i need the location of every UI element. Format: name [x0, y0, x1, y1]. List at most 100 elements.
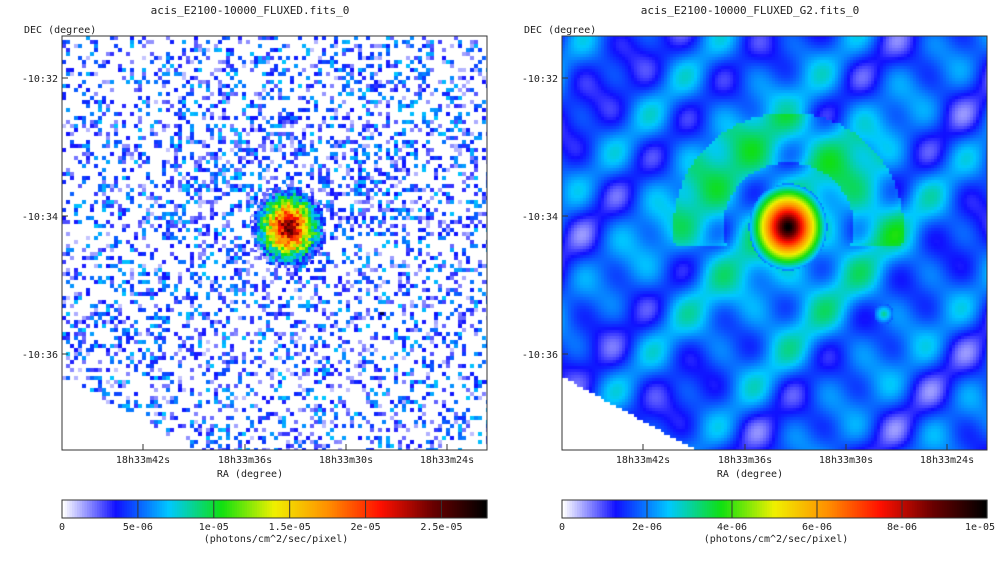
colorbar-segment [227, 500, 231, 518]
colorbar-segment [64, 500, 68, 518]
colorbar-segment [749, 500, 753, 518]
colorbar-segment [714, 500, 718, 518]
colorbar-segment [652, 500, 656, 518]
colorbar-segment [204, 500, 208, 518]
colorbar-segment [924, 500, 928, 518]
colorbar-segment [809, 500, 813, 518]
colorbar-segment [184, 500, 188, 518]
colorbar-segment [202, 500, 206, 518]
colorbar-tick-label: 1e-05 [965, 522, 995, 533]
colorbar-segment [709, 500, 713, 518]
colorbar-segment [412, 500, 416, 518]
colorbar-segment [127, 500, 131, 518]
colorbar-segment [599, 500, 603, 518]
colorbar-segment [299, 500, 303, 518]
colorbar-segment [119, 500, 123, 518]
colorbar-segment [214, 500, 218, 518]
colorbar-segment [162, 500, 166, 518]
colorbar-segment [684, 500, 688, 518]
colorbar-segment [794, 500, 798, 518]
colorbar-segment [414, 500, 418, 518]
x-tick-label: 18h33m36s [218, 455, 272, 466]
colorbar-segment [689, 500, 693, 518]
colorbar-segment [422, 500, 426, 518]
colorbar-segment [382, 500, 386, 518]
colorbar-segment [762, 500, 766, 518]
colorbar-segment [462, 500, 466, 518]
colorbar-segment [152, 500, 156, 518]
colorbar-segment [409, 500, 413, 518]
colorbar-segment [659, 500, 663, 518]
colorbar-segment [649, 500, 653, 518]
colorbar-segment [797, 500, 801, 518]
colorbar-segment [349, 500, 353, 518]
colorbar-segment [927, 500, 931, 518]
colorbar-segment [229, 500, 233, 518]
colorbar-tick-label: 2e-06 [632, 522, 662, 533]
colorbar-segment [884, 500, 888, 518]
colorbar-segment [424, 500, 428, 518]
colorbar-segment [404, 500, 408, 518]
colorbar-segment [639, 500, 643, 518]
colorbar-segment [222, 500, 226, 518]
colorbar-segment [914, 500, 918, 518]
y-tick-label: -10:32 [522, 74, 558, 85]
colorbar-tick-label: 0 [59, 522, 65, 533]
colorbar-segment [712, 500, 716, 518]
colorbar-segment [99, 500, 103, 518]
colorbar-segment [337, 500, 341, 518]
colorbar-segment [92, 500, 96, 518]
colorbar-segment [604, 500, 608, 518]
colorbar-segment [89, 500, 93, 518]
colorbar-segment [352, 500, 356, 518]
colorbar-segment [189, 500, 193, 518]
colorbar-segment [602, 500, 606, 518]
colorbar-segment [124, 500, 128, 518]
y-tick-label: -10:36 [522, 350, 558, 361]
colorbar-segment [592, 500, 596, 518]
x-axis-label: RA (degree) [717, 469, 783, 480]
colorbar-segment [754, 500, 758, 518]
colorbar-segment [882, 500, 886, 518]
colorbar-segment [122, 500, 126, 518]
colorbar-segment [159, 500, 163, 518]
colorbar-segment [654, 500, 658, 518]
colorbar-segment [984, 500, 988, 518]
colorbar-segment [567, 500, 571, 518]
colorbar-segment [377, 500, 381, 518]
colorbar-segment [607, 500, 611, 518]
colorbar-segment [787, 500, 791, 518]
colorbar-segment [469, 500, 473, 518]
colorbar-segment [782, 500, 786, 518]
colorbar-segment [79, 500, 83, 518]
colorbar-segment [609, 500, 613, 518]
colorbar-segment [402, 500, 406, 518]
colorbar-segment [367, 500, 371, 518]
colorbar-segment [374, 500, 378, 518]
y-axis-label: DEC (degree) [24, 25, 96, 36]
colorbar-segment [454, 500, 458, 518]
colorbar-segment [324, 500, 328, 518]
colorbar-segment [117, 500, 121, 518]
colorbar-segment [254, 500, 258, 518]
colorbar-segment [82, 500, 86, 518]
colorbar-segment [699, 500, 703, 518]
colorbar-segment [564, 500, 568, 518]
colorbar-segment [307, 500, 311, 518]
colorbar-segment [372, 500, 376, 518]
colorbar-segment [132, 500, 136, 518]
colorbar-segment [597, 500, 601, 518]
colorbar-segment [804, 500, 808, 518]
colorbar-segment [622, 500, 626, 518]
colorbar-segment [777, 500, 781, 518]
colorbar-segment [297, 500, 301, 518]
colorbar-segment [734, 500, 738, 518]
colorbar-segment [394, 500, 398, 518]
colorbar-segment [972, 500, 976, 518]
colorbar-segment [824, 500, 828, 518]
colorbar-segment [692, 500, 696, 518]
colorbar-segment [269, 500, 273, 518]
colorbar-segment [899, 500, 903, 518]
colorbar-segment [959, 500, 963, 518]
colorbar-tick-label: 5e-06 [123, 522, 153, 533]
